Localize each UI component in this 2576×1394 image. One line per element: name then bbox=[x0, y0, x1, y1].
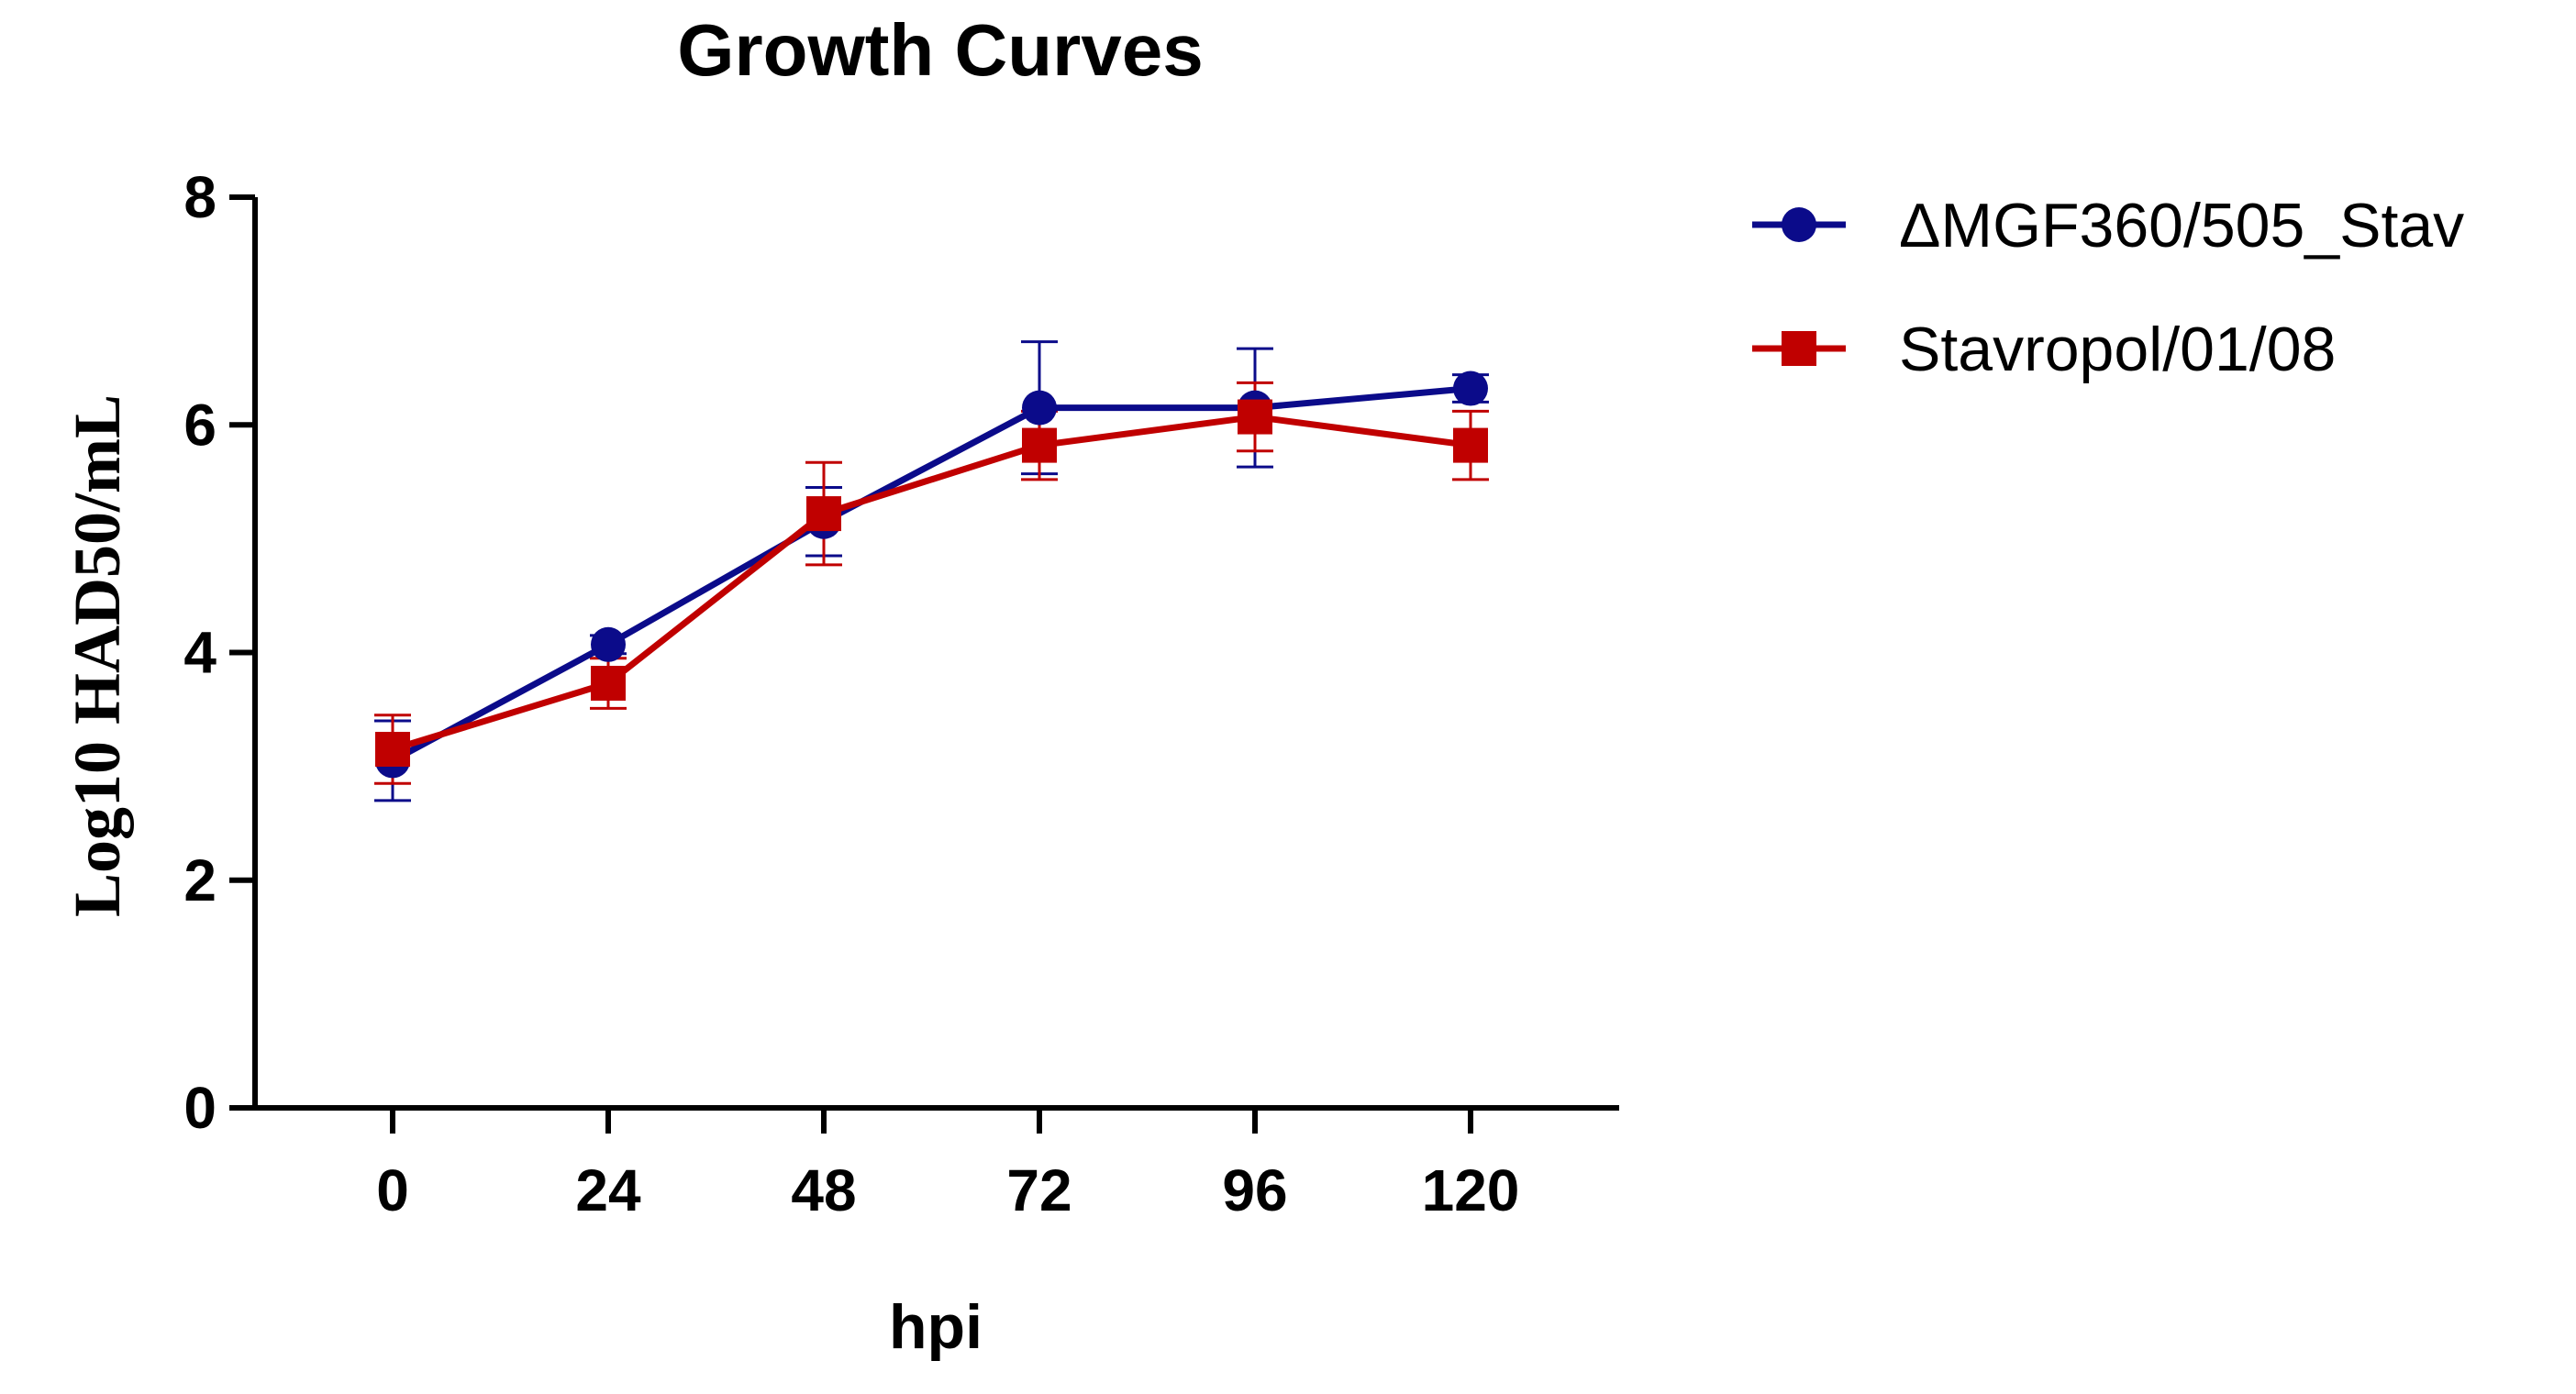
x-tick-label: 72 bbox=[1006, 1157, 1071, 1223]
data-point bbox=[591, 666, 626, 702]
legend-label: Stavropol/01/08 bbox=[1899, 315, 2336, 384]
y-axis-label: Log10 HAD50/mL bbox=[61, 394, 134, 917]
error-bars bbox=[374, 340, 1489, 802]
y-tick-label: 6 bbox=[183, 392, 217, 458]
data-point bbox=[1022, 390, 1057, 426]
data-point bbox=[1238, 399, 1272, 435]
data-point bbox=[1453, 427, 1488, 463]
data-point bbox=[1022, 427, 1057, 463]
chart-title: Growth Curves bbox=[677, 9, 1203, 91]
y-tick-label: 2 bbox=[183, 847, 217, 913]
series-markers bbox=[375, 371, 1488, 779]
x-tick-label: 120 bbox=[1422, 1157, 1520, 1223]
legend-label: ΔMGF360/505_Stav bbox=[1899, 191, 2464, 260]
data-point bbox=[591, 626, 626, 662]
x-tick-label: 0 bbox=[376, 1157, 409, 1223]
legend-marker bbox=[1782, 331, 1816, 366]
x-tick-label: 24 bbox=[575, 1157, 641, 1223]
legend-item: Stavropol/01/08 bbox=[1752, 315, 2336, 384]
series-line bbox=[391, 385, 1471, 764]
y-tick-label: 8 bbox=[183, 164, 217, 230]
data-point bbox=[806, 496, 841, 532]
y-tick-label: 4 bbox=[183, 620, 217, 686]
series-lines bbox=[391, 385, 1471, 764]
legend-item: ΔMGF360/505_Stav bbox=[1752, 191, 2464, 260]
data-point bbox=[375, 732, 410, 768]
x-tick-label: 48 bbox=[791, 1157, 856, 1223]
x-axis-label: hpi bbox=[889, 1292, 983, 1362]
legend-marker bbox=[1782, 207, 1816, 242]
series-line bbox=[391, 414, 1471, 753]
y-tick-label: 0 bbox=[183, 1075, 217, 1141]
x-tick-label: 96 bbox=[1222, 1157, 1287, 1223]
legend: ΔMGF360/505_Stav Stavropol/01/08 bbox=[1752, 191, 2464, 384]
data-point bbox=[1453, 371, 1488, 406]
